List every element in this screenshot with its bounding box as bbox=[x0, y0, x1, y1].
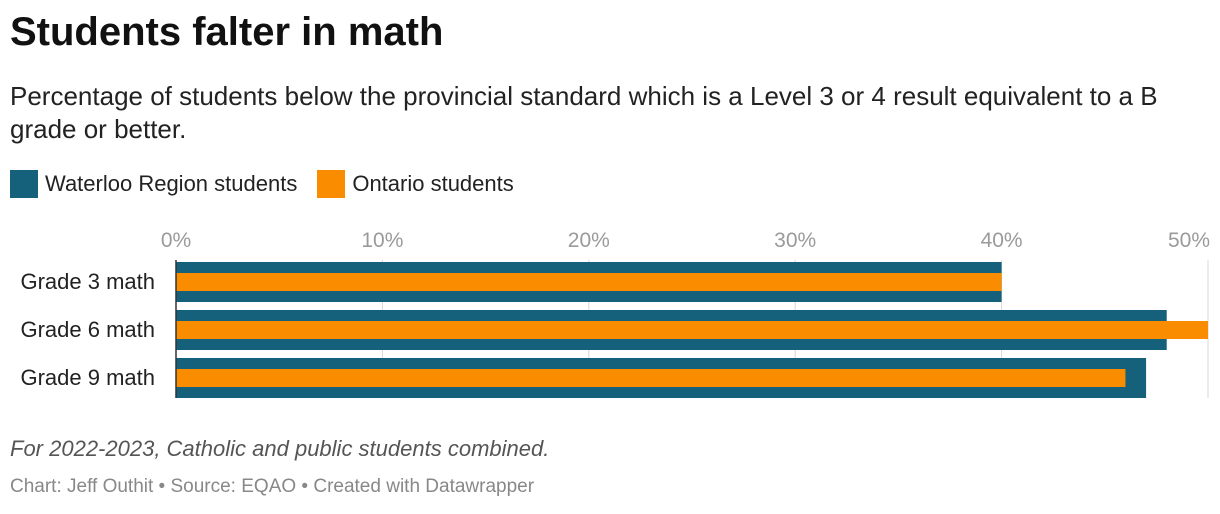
chart-subtitle: Percentage of students below the provinc… bbox=[10, 81, 1158, 144]
x-tick-label: 30% bbox=[774, 229, 816, 252]
legend-swatch-ontario bbox=[317, 170, 346, 198]
category-label: Grade 9 math bbox=[20, 365, 155, 390]
chart-title: Students falter in math bbox=[10, 10, 444, 54]
x-tick-label: 40% bbox=[981, 229, 1023, 252]
bar-ontario bbox=[176, 321, 1208, 339]
legend-label-ontario: Ontario students bbox=[352, 171, 514, 196]
x-tick-label: 0% bbox=[161, 229, 191, 252]
legend-swatch-waterloo bbox=[10, 170, 38, 198]
credit-line: Chart: Jeff Outhit • Source: EQAO • Crea… bbox=[10, 476, 535, 497]
x-tick-label: 50% bbox=[1168, 229, 1210, 252]
legend-item-waterloo: Waterloo Region students bbox=[10, 170, 297, 198]
category-label: Grade 3 math bbox=[20, 269, 155, 294]
legend-label-waterloo: Waterloo Region students bbox=[45, 171, 298, 196]
bar-ontario bbox=[176, 273, 1002, 291]
legend: Waterloo Region students Ontario student… bbox=[10, 170, 534, 198]
x-tick-label: 20% bbox=[568, 229, 610, 252]
bar-chart: 0% 10% 20% 30% 40% 50% Grade 3 math Grade 6 mat… bbox=[20, 229, 1210, 398]
x-tick-label: 10% bbox=[361, 229, 403, 252]
category-label: Grade 6 math bbox=[20, 317, 155, 342]
legend-item-ontario: Ontario students bbox=[317, 170, 514, 198]
footnote: For 2022-2023, Catholic and public stude… bbox=[10, 436, 550, 461]
bar-ontario bbox=[176, 369, 1126, 387]
